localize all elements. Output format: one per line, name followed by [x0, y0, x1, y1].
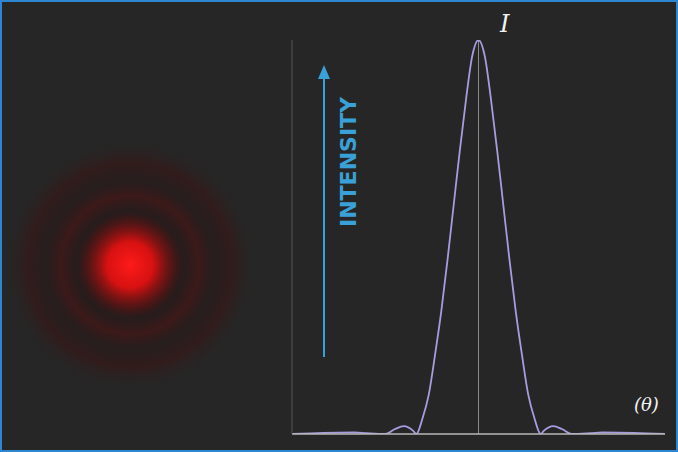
html-text:(θ): (θ)	[634, 394, 659, 415]
svg-text:INTENSITY: INTENSITY	[336, 96, 361, 227]
html-text:I: I	[500, 10, 510, 38]
